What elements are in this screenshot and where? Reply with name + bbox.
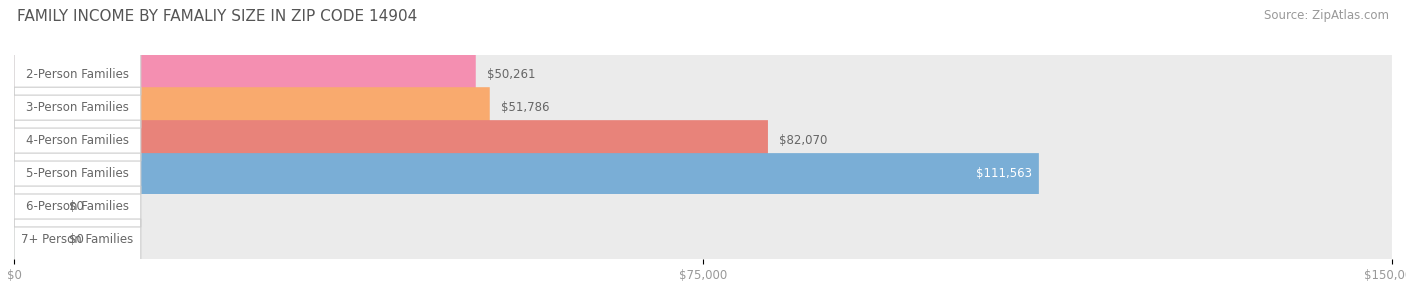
FancyBboxPatch shape [14, 219, 58, 260]
FancyBboxPatch shape [14, 120, 768, 161]
Text: Source: ZipAtlas.com: Source: ZipAtlas.com [1264, 9, 1389, 22]
Text: 7+ Person Families: 7+ Person Families [21, 233, 134, 246]
Text: $82,070: $82,070 [779, 134, 827, 147]
FancyBboxPatch shape [14, 186, 141, 227]
Text: $0: $0 [69, 200, 84, 213]
Text: $111,563: $111,563 [976, 167, 1032, 180]
FancyBboxPatch shape [14, 120, 141, 161]
FancyBboxPatch shape [14, 153, 1039, 194]
FancyBboxPatch shape [14, 186, 1392, 227]
Text: 2-Person Families: 2-Person Families [25, 68, 129, 81]
FancyBboxPatch shape [14, 186, 58, 227]
Text: $0: $0 [69, 233, 84, 246]
FancyBboxPatch shape [14, 54, 141, 95]
Text: 6-Person Families: 6-Person Families [25, 200, 129, 213]
FancyBboxPatch shape [14, 54, 1392, 95]
FancyBboxPatch shape [14, 54, 475, 95]
FancyBboxPatch shape [14, 219, 141, 260]
FancyBboxPatch shape [14, 87, 1392, 128]
Text: $50,261: $50,261 [486, 68, 536, 81]
Text: FAMILY INCOME BY FAMALIY SIZE IN ZIP CODE 14904: FAMILY INCOME BY FAMALIY SIZE IN ZIP COD… [17, 9, 418, 24]
FancyBboxPatch shape [14, 153, 1392, 194]
FancyBboxPatch shape [14, 153, 141, 194]
Text: 5-Person Families: 5-Person Families [25, 167, 129, 180]
Text: 4-Person Families: 4-Person Families [25, 134, 129, 147]
Text: 3-Person Families: 3-Person Families [25, 101, 129, 114]
Text: $51,786: $51,786 [501, 101, 550, 114]
FancyBboxPatch shape [14, 87, 141, 128]
FancyBboxPatch shape [14, 219, 1392, 260]
FancyBboxPatch shape [14, 87, 489, 128]
FancyBboxPatch shape [14, 120, 1392, 161]
